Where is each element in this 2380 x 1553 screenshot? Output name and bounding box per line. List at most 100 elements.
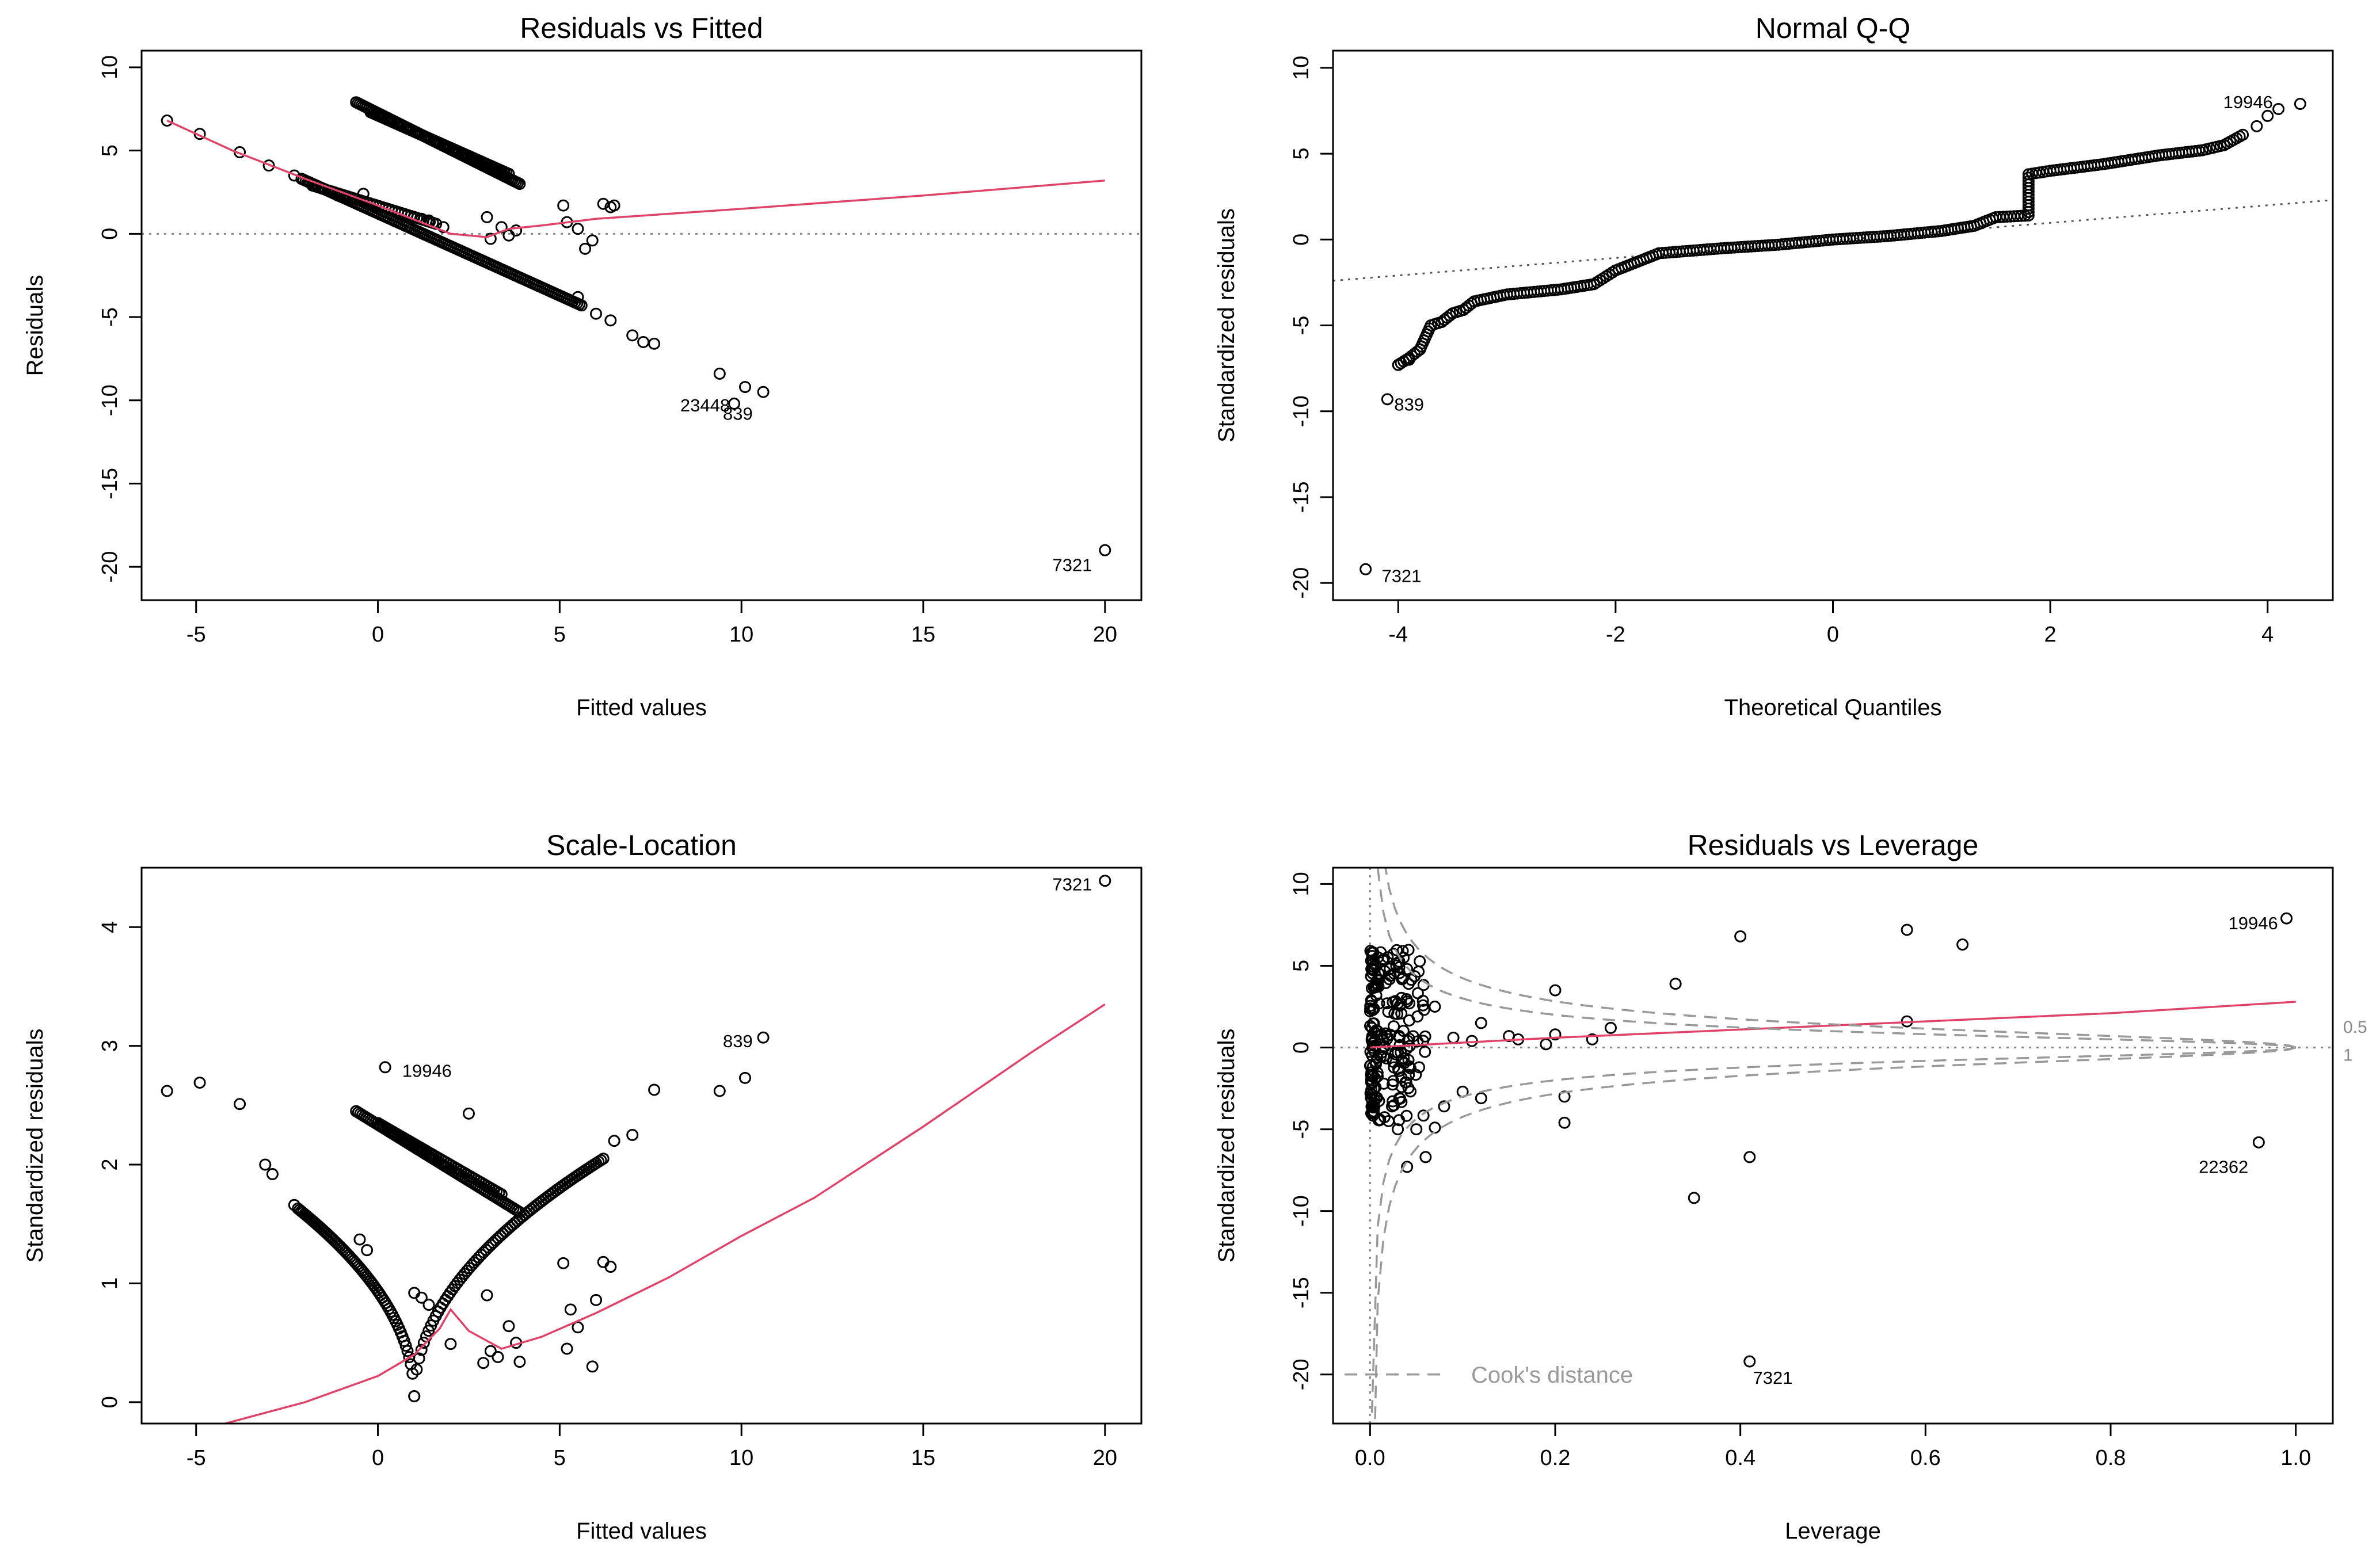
residuals-vs-fitted-point xyxy=(579,242,592,255)
residuals-vs-leverage-point xyxy=(1365,1076,1377,1089)
residuals-vs-leverage-point xyxy=(1429,1001,1441,1013)
normal-qq-y-tick-label: 0 xyxy=(1289,234,1313,246)
residuals-vs-leverage-point xyxy=(1366,957,1379,970)
residuals-vs-leverage-point xyxy=(1475,1092,1487,1105)
residuals-vs-fitted-y-tick-label: -15 xyxy=(98,468,122,499)
residuals-vs-fitted-y-tick-label: -10 xyxy=(98,384,122,416)
normal-qq-panel: Normal Q-Q-4 -2 0 2 4-20-15-10-50510Theoreti… xyxy=(1214,12,2334,720)
normal-qq-point-label: 839 xyxy=(1394,394,1424,414)
residuals-vs-leverage-legend-label: Cook's distance xyxy=(1471,1363,1633,1388)
scale-location-point xyxy=(604,1261,617,1273)
residuals-vs-leverage-x-tick-label: 1.0 xyxy=(2280,1446,2311,1470)
scale-location-point xyxy=(361,1244,374,1257)
residuals-vs-leverage-smooth-line xyxy=(1370,1001,2296,1049)
residuals-vs-fitted-x-tick-label: 0 xyxy=(372,623,384,647)
residuals-vs-leverage-point xyxy=(1743,1355,1756,1368)
residuals-vs-leverage-point xyxy=(1418,1003,1430,1016)
scale-location-panel: Scale-Location -5 0 5 10 15 20 0 1 2 3 4 Fitted valu… xyxy=(22,829,1143,1544)
residuals-vs-fitted-x-tick-label: -5 xyxy=(186,623,206,647)
scale-location-title: Scale-Location xyxy=(546,829,737,861)
normal-qq-point xyxy=(2237,128,2249,141)
residuals-vs-leverage-y-tick-label: -15 xyxy=(1289,1277,1313,1308)
residuals-vs-leverage-point xyxy=(1383,1115,1395,1127)
residuals-vs-leverage-point xyxy=(1956,938,1969,951)
residuals-vs-leverage-point xyxy=(1414,955,1426,968)
scale-location-point xyxy=(415,1344,428,1356)
residuals-vs-leverage-point xyxy=(1411,1035,1424,1048)
residuals-vs-leverage-point xyxy=(1393,1029,1406,1042)
residuals-vs-leverage-point xyxy=(1366,1037,1379,1050)
scale-location-x-tick-label: 0 xyxy=(372,1446,384,1470)
residuals-vs-leverage-point xyxy=(1368,1082,1380,1095)
scale-location-point xyxy=(513,1356,526,1368)
residuals-vs-leverage-point xyxy=(1365,1032,1378,1045)
normal-qq-title: Normal Q-Q xyxy=(1756,12,1910,44)
residuals-vs-leverage-y-tick-label: -10 xyxy=(1289,1195,1313,1227)
residuals-vs-fitted-title: Residuals vs Fitted xyxy=(520,12,763,44)
scale-location-point xyxy=(353,1233,366,1246)
residuals-vs-fitted-frame xyxy=(140,49,1143,601)
scale-location-point xyxy=(757,1031,770,1044)
residuals-vs-leverage-point xyxy=(1447,1031,1460,1044)
residuals-vs-leverage-point xyxy=(1400,1076,1412,1089)
residuals-vs-leverage-point xyxy=(1401,1161,1414,1173)
residuals-vs-leverage-point xyxy=(1419,1151,1432,1163)
scale-location-y-tick-label: 3 xyxy=(98,1040,122,1052)
residuals-vs-leverage-point xyxy=(1368,1101,1381,1113)
scale-location-point xyxy=(417,1337,430,1349)
residuals-vs-fitted-point xyxy=(728,398,741,410)
normal-qq-x-tick-label: -2 xyxy=(1606,623,1625,647)
residuals-vs-leverage-point xyxy=(1395,991,1408,1004)
residuals-vs-fitted-point xyxy=(557,199,570,212)
residuals-vs-leverage-point xyxy=(1384,1028,1396,1041)
scale-location-point xyxy=(739,1071,752,1084)
residuals-vs-leverage-point xyxy=(1373,967,1385,980)
normal-qq-y-tick-label: 10 xyxy=(1289,56,1313,80)
residuals-vs-leverage-point-label: 19946 xyxy=(2229,913,2278,933)
residuals-vs-leverage-x-tick-label: 0.4 xyxy=(1725,1446,1756,1470)
scale-location-y-tick-label: 1 xyxy=(98,1277,122,1289)
scale-location-point-label: 839 xyxy=(723,1031,753,1051)
normal-qq-point xyxy=(2250,120,2263,132)
residuals-vs-fitted-point xyxy=(648,337,661,350)
residuals-vs-fitted-y-axis-label: Residuals xyxy=(22,275,48,376)
residuals-vs-leverage-point xyxy=(1605,1021,1617,1034)
normal-qq-point xyxy=(1403,353,1415,366)
residuals-vs-fitted-y-tick-label: -5 xyxy=(98,307,122,327)
residuals-vs-leverage-point xyxy=(1384,963,1396,975)
residuals-vs-leverage-point xyxy=(1385,1100,1398,1113)
residuals-vs-leverage-point xyxy=(1388,1061,1400,1074)
residuals-vs-leverage-point xyxy=(1395,1054,1408,1067)
residuals-vs-leverage-point xyxy=(1366,1049,1379,1062)
residuals-vs-leverage-point xyxy=(1400,1109,1413,1122)
normal-qq-point xyxy=(1360,563,1372,575)
residuals-vs-fitted-point xyxy=(262,159,275,172)
residuals-vs-fitted-x-tick-label: 5 xyxy=(554,623,566,647)
scale-location-frame xyxy=(140,867,1143,1425)
residuals-vs-fitted-point xyxy=(481,211,493,223)
scale-location-x-tick-label: 20 xyxy=(1093,1446,1117,1470)
residuals-vs-fitted-x-tick-label: 20 xyxy=(1093,623,1117,647)
residuals-vs-fitted-point xyxy=(357,188,370,200)
residuals-vs-fitted-point xyxy=(626,329,639,342)
residuals-vs-leverage-plot-area xyxy=(1333,868,2333,1424)
residuals-vs-leverage-y-axis-label: Standardized residuals xyxy=(1214,1029,1239,1263)
normal-qq-y-tick-label: -5 xyxy=(1289,316,1313,335)
scale-location-point xyxy=(422,1299,435,1311)
normal-qq-y-tick-label: 5 xyxy=(1289,147,1313,159)
residuals-vs-fitted-point xyxy=(713,367,726,380)
normal-qq-y-tick-label: -20 xyxy=(1289,567,1313,599)
residuals-vs-fitted-point xyxy=(757,386,770,398)
scale-location-plot-area xyxy=(161,875,1111,1424)
normal-qq-y-axis-label: Standardized residuals xyxy=(1214,208,1239,442)
scale-location-point xyxy=(557,1257,570,1269)
normal-qq-reference-line xyxy=(1333,199,2333,282)
residuals-vs-leverage-cooks-distance-line xyxy=(1374,1046,2297,1424)
scale-location-x-tick-label: 15 xyxy=(911,1446,935,1470)
residuals-vs-leverage-point xyxy=(1392,1123,1404,1136)
scale-location-point xyxy=(561,1342,573,1355)
scale-location-smooth-line xyxy=(224,1003,1106,1424)
scale-location-point xyxy=(295,1205,307,1218)
residuals-vs-leverage-point xyxy=(1688,1192,1700,1204)
residuals-vs-fitted-panel: Residuals vs Fitted -5 0 5 10 15 20 -20 -15 -10 -5… xyxy=(22,12,1143,720)
